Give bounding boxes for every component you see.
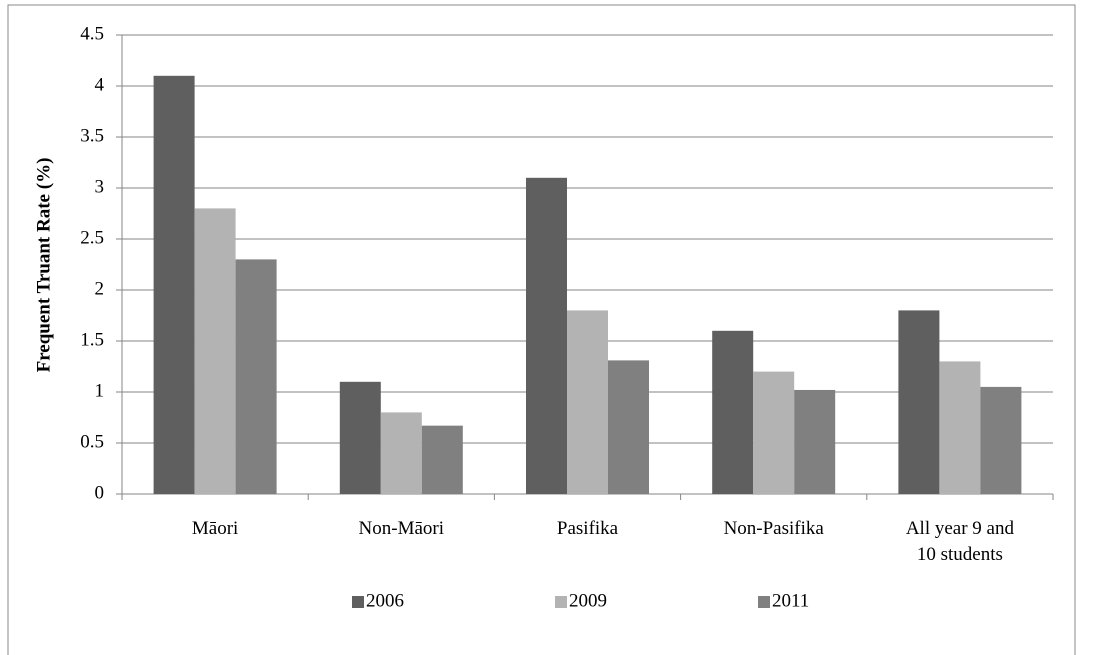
legend-swatch [352, 596, 364, 608]
x-tick-label: Non-Māori [359, 518, 444, 539]
y-tick-label: 0 [95, 482, 105, 503]
bar [980, 386, 1022, 494]
y-tick-label: 1.5 [80, 329, 104, 350]
x-tick-label: All year 9 and 10 students [906, 518, 1015, 565]
y-tick-label: 3.5 [80, 125, 104, 146]
x-tick-label: Non-Pasifika [724, 518, 825, 539]
bar [753, 371, 795, 494]
y-axis-label: Frequent Truant Rate (%) [33, 158, 54, 373]
bar [712, 330, 754, 494]
y-tick-label: 2.5 [80, 227, 104, 248]
legend-label: 2009 [569, 590, 607, 611]
y-tick-label: 4.5 [80, 23, 104, 44]
legend-label: 2011 [772, 590, 809, 611]
legend-swatch [555, 596, 567, 608]
bar [608, 360, 649, 494]
bar [567, 310, 608, 494]
y-tick-label: 4 [95, 74, 105, 95]
x-tick-label: Pasifika [557, 518, 619, 539]
y-tick-label: 1 [95, 380, 105, 401]
bar [153, 75, 195, 495]
bar [380, 412, 422, 494]
bar [194, 208, 236, 494]
bar [421, 425, 463, 494]
legend-swatch [758, 596, 770, 608]
bar [339, 381, 381, 494]
bar [898, 310, 940, 494]
legend-label: 2006 [366, 590, 404, 611]
y-tick-label: 0.5 [80, 431, 104, 452]
y-tick-label: 2 [95, 278, 105, 299]
bar [526, 177, 567, 495]
bar [235, 259, 277, 494]
bar [794, 389, 836, 494]
x-tick-label: Māori [192, 518, 238, 539]
y-tick-label: 3 [95, 176, 105, 197]
bar [939, 361, 981, 494]
